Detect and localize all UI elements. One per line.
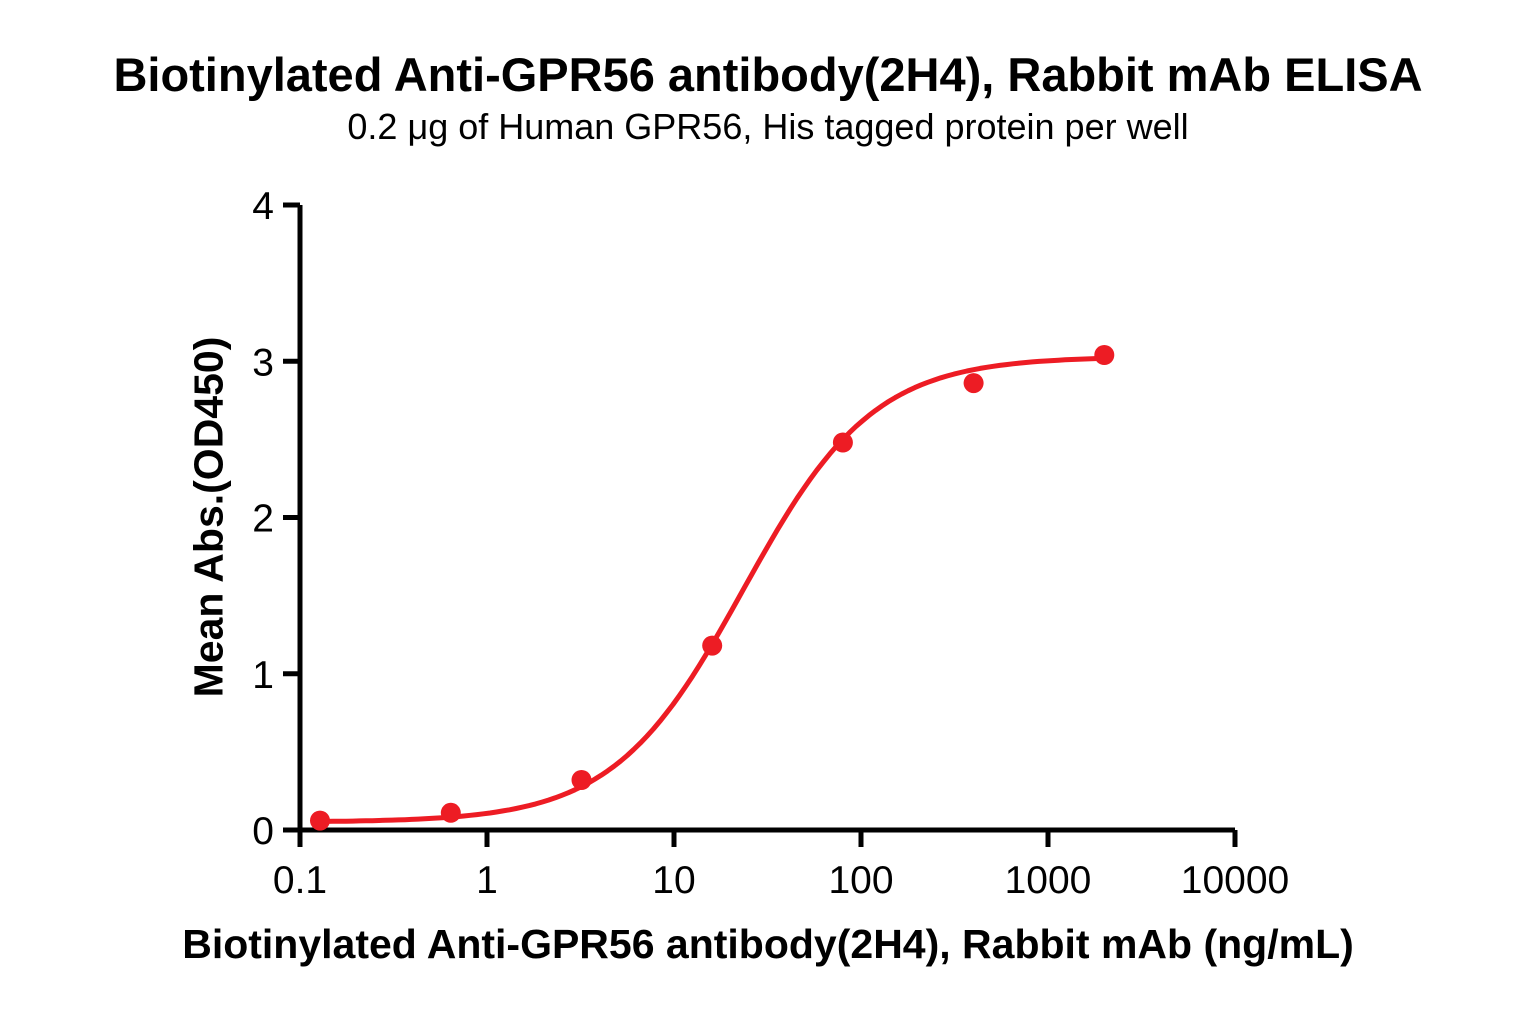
x-axis-title: Biotinylated Anti-GPR56 antibody(2H4), R… bbox=[182, 921, 1354, 967]
x-tick-label: 10 bbox=[652, 859, 695, 902]
y-tick-label: 2 bbox=[252, 498, 274, 541]
chart-title: Biotinylated Anti-GPR56 antibody(2H4), R… bbox=[113, 48, 1423, 101]
y-tick-label: 0 bbox=[252, 810, 274, 853]
data-point bbox=[440, 802, 461, 823]
y-axis-title: Mean Abs.(OD450) bbox=[185, 336, 232, 698]
data-point bbox=[832, 432, 853, 453]
data-point bbox=[702, 635, 723, 656]
data-points bbox=[310, 345, 1115, 831]
data-point bbox=[963, 373, 984, 394]
x-tick-label: 0.1 bbox=[273, 859, 327, 902]
x-tick-label: 100 bbox=[828, 859, 893, 902]
y-tick-label: 1 bbox=[252, 654, 274, 697]
data-point bbox=[571, 770, 592, 790]
y-axis-tick-labels: 0 1 2 3 4 bbox=[252, 185, 274, 853]
x-axis-ticks bbox=[297, 830, 1238, 847]
y-axis-ticks bbox=[283, 202, 300, 833]
data-point bbox=[310, 810, 330, 831]
x-tick-label: 10000 bbox=[1181, 859, 1289, 902]
x-tick-label: 1000 bbox=[1005, 859, 1092, 902]
chart-subtitle: 0.2 μg of Human GPR56, His tagged protei… bbox=[347, 106, 1189, 147]
fit-curve-line bbox=[317, 355, 1107, 824]
y-tick-label: 3 bbox=[252, 341, 274, 384]
y-tick-label: 4 bbox=[252, 185, 274, 228]
data-point bbox=[1094, 345, 1115, 365]
x-axis-tick-labels: 0.1 1 10 100 1000 10000 bbox=[273, 859, 1289, 902]
x-tick-label: 1 bbox=[476, 859, 498, 902]
axis-lines bbox=[297, 205, 1235, 833]
